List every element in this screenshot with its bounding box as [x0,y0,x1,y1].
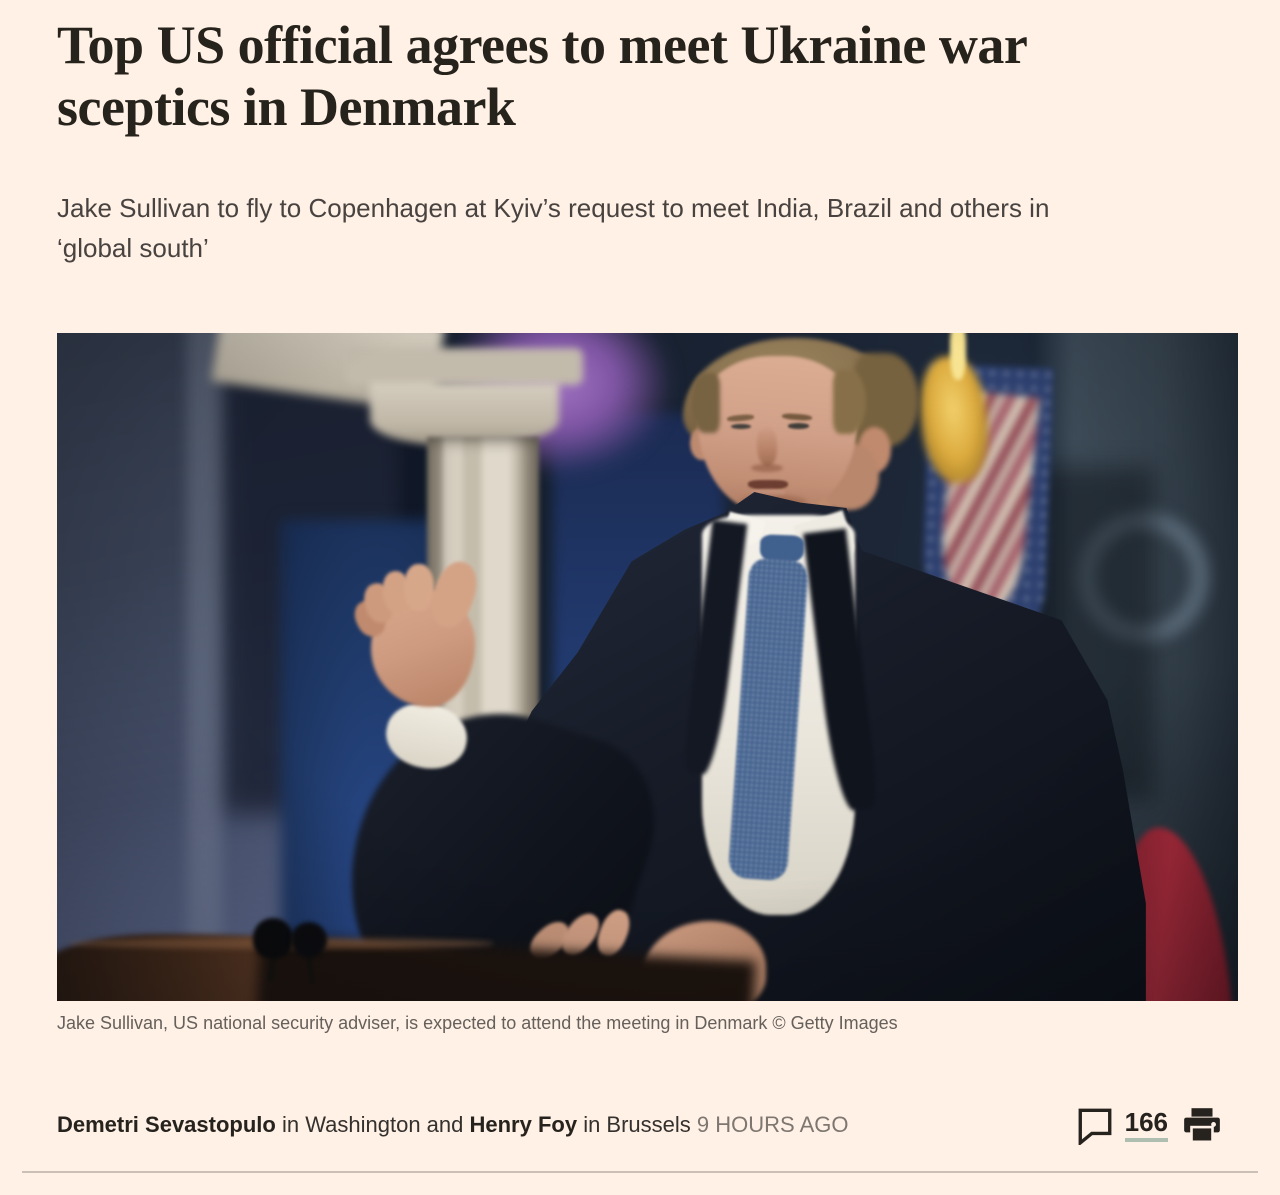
photo-column-abacus [346,348,583,386]
standfirst-line-2: ‘global south’ [57,233,209,263]
photo-flag-cord [949,333,967,380]
photo-column-capital [369,381,559,446]
comments-button[interactable]: 166 [1075,1105,1168,1145]
section-divider [22,1171,1258,1173]
printer-icon [1184,1108,1220,1144]
photo-microphone [290,922,328,959]
standfirst-line-1: Jake Sullivan to fly to Copenhagen at Ky… [57,193,1050,223]
photo-person-mouth [747,479,789,490]
photo-vignette [57,333,1238,1001]
headline-line-2: sceptics in Denmark [57,77,516,137]
article-headline: Top US official agrees to meet Ukraine w… [57,14,1207,138]
byline: Demetri Sevastopulo in Washington and He… [57,1110,849,1140]
photo-person-hair-side-right [832,369,866,434]
photo-microphone [253,918,294,959]
photo-person-nose-shadow [751,463,784,472]
byline-row: Demetri Sevastopulo in Washington and He… [57,1104,1223,1150]
headline-line-1: Top US official agrees to meet Ukraine w… [57,15,1028,75]
photo-person-eye-left [731,423,752,430]
print-button[interactable] [1181,1105,1223,1145]
photo-caption: Jake Sullivan, US national security advi… [57,1013,898,1033]
comments-count[interactable]: 166 [1124,1109,1168,1142]
speech-bubble-icon [1078,1108,1112,1145]
byline-timestamp: 9 HOURS AGO [696,1112,849,1137]
article-actions: 166 [1075,1102,1223,1148]
article-standfirst: Jake Sullivan to fly to Copenhagen at Ky… [57,188,1207,268]
photo-wall-emblem [1066,500,1221,654]
byline-author-1[interactable]: Demetri Sevastopulo [57,1112,276,1137]
byline-location-1: in Washington and [275,1112,470,1137]
photo-person-hair-side-left [691,373,720,434]
photo-person-finger [404,564,434,611]
byline-author-2[interactable]: Henry Foy [469,1112,578,1137]
article-photo [57,333,1238,1001]
byline-location-2: in Brussels [577,1112,697,1137]
photo-wall-highlight [186,333,223,1001]
photo-person-lip [751,489,786,496]
photo-person-eye-right [788,423,810,429]
